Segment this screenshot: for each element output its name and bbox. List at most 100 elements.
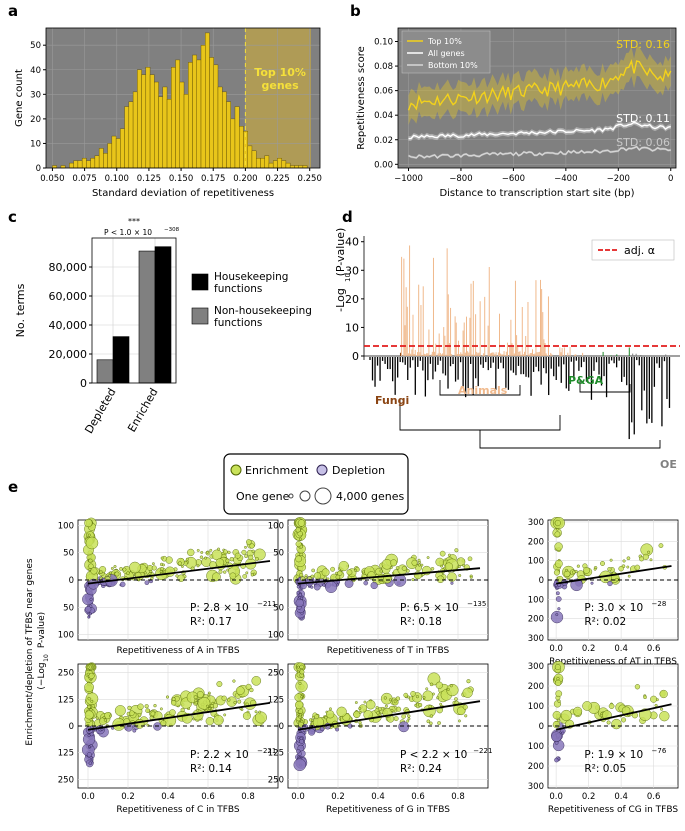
y-axis-label: Gene count bbox=[14, 69, 25, 127]
scatter-point bbox=[132, 728, 137, 733]
scatter-point bbox=[149, 715, 154, 720]
r2-text: R²: 0.02 bbox=[584, 616, 626, 628]
scatter-point bbox=[170, 700, 177, 706]
histogram-bar bbox=[239, 126, 244, 169]
scatter-point bbox=[242, 711, 251, 720]
scatter-point bbox=[144, 704, 149, 709]
legend-box bbox=[401, 30, 491, 74]
scatter-point bbox=[454, 697, 458, 701]
scatter-point bbox=[659, 711, 670, 722]
clade-label: Fungi bbox=[375, 394, 409, 407]
scatter-point bbox=[422, 695, 426, 699]
scatter-point bbox=[205, 716, 214, 726]
y-tick-label: 300 bbox=[528, 662, 544, 672]
scatter-point bbox=[233, 700, 237, 705]
x-tick-label: 0.0 bbox=[549, 792, 563, 802]
scatter-point bbox=[560, 709, 572, 722]
std-label: STD: 0.11 bbox=[616, 112, 670, 125]
scatter-point bbox=[646, 550, 651, 554]
scatter-point bbox=[550, 610, 564, 624]
r2-text: R²: 0.24 bbox=[400, 763, 442, 775]
y-tick-label: 250 bbox=[58, 775, 74, 785]
scatter-point bbox=[658, 543, 664, 549]
bar-enriched bbox=[138, 250, 156, 384]
legend-entry: adj. α bbox=[624, 244, 655, 257]
scatter-point bbox=[103, 718, 107, 722]
x-tick-label: 0.225 bbox=[265, 174, 289, 184]
scatter-point bbox=[244, 554, 249, 559]
scatter-point bbox=[84, 606, 92, 613]
y-tick-label: 10 bbox=[30, 139, 41, 149]
scatter-point bbox=[554, 531, 561, 538]
panel-b-line-chart: Top 10% All genes Bottom 10% STD: 0.16 STD: … bbox=[356, 27, 677, 199]
histogram-bar bbox=[162, 86, 168, 169]
scatter-point bbox=[88, 672, 95, 679]
scatter-point bbox=[86, 704, 92, 709]
x-tick-label: 0.2 bbox=[582, 644, 596, 654]
scatter-point bbox=[439, 550, 446, 557]
scatter-point bbox=[561, 731, 565, 735]
y-axis-label: No. terms bbox=[14, 283, 27, 337]
x-axis-label: Repetitiveness of C in TFBS bbox=[116, 805, 239, 815]
histogram-bar bbox=[107, 143, 113, 169]
significance-stars: *** bbox=[128, 217, 140, 226]
scatter-point bbox=[295, 555, 302, 563]
y-tick-label: 200 bbox=[528, 762, 544, 772]
scatter-point bbox=[600, 560, 606, 566]
scatter-point bbox=[145, 708, 150, 713]
histogram-bar bbox=[141, 74, 147, 169]
scatter-point bbox=[426, 556, 430, 560]
scatter-point bbox=[406, 719, 410, 723]
scatter-point bbox=[620, 717, 627, 723]
scatter-point bbox=[165, 695, 170, 699]
scatter-point bbox=[134, 719, 145, 729]
scatter-point bbox=[415, 695, 420, 699]
scatter-point bbox=[626, 556, 631, 561]
scatter-point bbox=[557, 607, 561, 611]
scatter-point bbox=[129, 710, 135, 716]
histogram-bar bbox=[69, 162, 74, 169]
regression-line bbox=[297, 700, 481, 731]
scatter-point bbox=[248, 554, 254, 561]
x-tick-label: 0.2 bbox=[331, 792, 345, 802]
scatter-point bbox=[102, 716, 106, 719]
scatter-point bbox=[171, 697, 176, 702]
scatter-point bbox=[426, 719, 431, 724]
x-axis-label: Repetitiveness of AT in TFBS bbox=[549, 657, 677, 667]
bar-depleted bbox=[112, 336, 130, 384]
y-tick-label: 10 bbox=[345, 321, 359, 334]
y-tick-label: 0 bbox=[69, 722, 74, 732]
histogram-bar bbox=[277, 157, 282, 169]
scatter-point bbox=[430, 567, 435, 571]
scatter-point bbox=[177, 574, 185, 582]
scatter-point bbox=[313, 583, 321, 591]
scatter-point bbox=[218, 569, 223, 574]
y-tick-label: 0 bbox=[279, 576, 284, 586]
scatter-point bbox=[249, 543, 255, 549]
scatter-point bbox=[99, 570, 103, 575]
legend-swatch bbox=[191, 273, 209, 291]
p-value-exponent: −221 bbox=[257, 747, 276, 755]
y-tick-label: 300 bbox=[528, 782, 544, 792]
scatter-point bbox=[241, 549, 247, 555]
scatter-point bbox=[196, 708, 200, 712]
scatter-point bbox=[223, 713, 227, 717]
panel-label-b: b bbox=[350, 2, 361, 20]
scatter-point bbox=[153, 703, 157, 708]
histogram-bar bbox=[247, 145, 253, 169]
scatter-point bbox=[365, 699, 376, 710]
scatter-point bbox=[389, 566, 393, 570]
legend-entry: Top 10% bbox=[427, 37, 462, 46]
x-tick-label: 0.4 bbox=[614, 644, 628, 654]
y-tick-label: 0 bbox=[279, 722, 284, 732]
histogram-bar bbox=[209, 57, 214, 169]
legend-depletion: Depletion bbox=[332, 464, 385, 477]
histogram-bar bbox=[149, 74, 155, 169]
p-value-exponent: −211 bbox=[257, 600, 276, 608]
scatter-point bbox=[210, 703, 214, 708]
scatter-point bbox=[555, 596, 562, 602]
scatter-point bbox=[86, 665, 90, 669]
plot-frame bbox=[45, 27, 321, 169]
legend-size-marker bbox=[314, 487, 332, 505]
panel-c-bar-chart: Depleted Enriched 0 20,000 40,000 60,000 80,00… bbox=[14, 217, 312, 436]
